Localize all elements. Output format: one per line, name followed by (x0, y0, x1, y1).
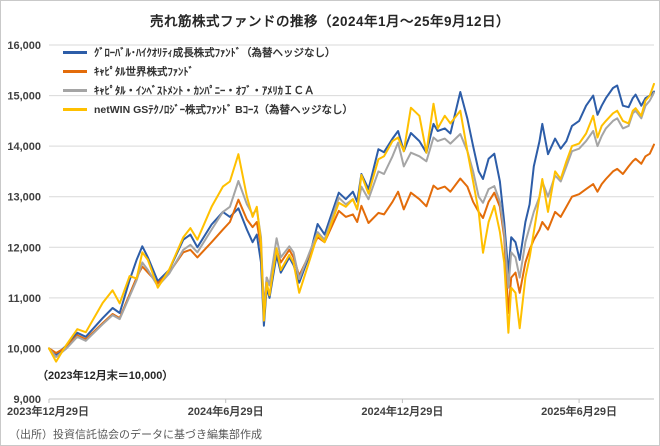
legend-line-swatch-orange (63, 70, 87, 73)
y-axis-tick-label: 11,000 (8, 293, 41, 305)
chart-title: 売れ筋株式ファンドの推移（2024年1月〜25年9月12日） (149, 14, 511, 29)
x-axis-tick-label: 2023年12月29日 (7, 404, 89, 418)
y-axis-tick-label: 14,000 (7, 141, 41, 153)
y-axis-tick-label: 16,000 (7, 40, 41, 52)
legend-item: ｷｬﾋﾟﾀﾙ世界株式ﾌｧﾝﾄﾞ (63, 62, 353, 81)
series-line-3 (48, 82, 655, 363)
series-line-2 (48, 91, 655, 358)
legend-line-swatch-blue (63, 51, 87, 54)
legend-label: ｷｬﾋﾟﾀﾙ世界株式ﾌｧﾝﾄﾞ (94, 66, 194, 78)
legend-line-swatch-gray (63, 89, 87, 92)
legend-label: ｷｬﾋﾟﾀﾙ・ｲﾝﾍﾞｽﾄﾒﾝﾄ・ｶﾝﾊﾟﾆｰ・ｵﾌﾞ・ｱﾒﾘｶＩＣＡ (94, 85, 315, 97)
y-axis-tick-label: 10,000 (7, 343, 41, 355)
x-axis-tick-label: 2024年6月29日 (188, 404, 264, 418)
legend-item: ｷｬﾋﾟﾀﾙ・ｲﾝﾍﾞｽﾄﾒﾝﾄ・ｶﾝﾊﾟﾆｰ・ｵﾌﾞ・ｱﾒﾘｶＩＣＡ (63, 81, 353, 100)
legend-line-swatch-yellow (63, 108, 87, 111)
x-axis-tick-label: 2024年12月29日 (361, 404, 443, 418)
base-value-annotation: （2023年12月末＝10,000） (37, 370, 174, 382)
legend-label: netWIN GSﾃｸﾉﾛｼﾞｰ株式ﾌｧﾝﾄﾞ Bｺｰｽ（為替ヘッジなし） (94, 104, 353, 116)
series-line-1 (48, 143, 655, 354)
series-line-0 (48, 84, 655, 356)
chart-legend: ｸﾞﾛｰﾊﾞﾙ･ﾊｲｸｵﾘﾃｨ成長株式ﾌｧﾝﾄﾞ（為替ヘッジなし） ｷｬﾋﾟﾀﾙ… (63, 43, 353, 119)
x-axis-tick-label: 2025年6月29日 (541, 404, 617, 418)
y-axis-tick-label: 13,000 (7, 192, 41, 204)
y-axis-tick-label: 9,000 (13, 394, 41, 406)
legend-label: ｸﾞﾛｰﾊﾞﾙ･ﾊｲｸｵﾘﾃｨ成長株式ﾌｧﾝﾄﾞ（為替ヘッジなし） (94, 47, 336, 59)
source-note: （出所）投資信託協会のデータに基づき編集部作成 (9, 429, 262, 441)
y-axis-tick-label: 12,000 (7, 242, 41, 254)
legend-item: ｸﾞﾛｰﾊﾞﾙ･ﾊｲｸｵﾘﾃｨ成長株式ﾌｧﾝﾄﾞ（為替ヘッジなし） (63, 43, 353, 62)
legend-item: netWIN GSﾃｸﾉﾛｼﾞｰ株式ﾌｧﾝﾄﾞ Bｺｰｽ（為替ヘッジなし） (63, 100, 353, 119)
y-axis-tick-label: 15,000 (7, 91, 41, 103)
